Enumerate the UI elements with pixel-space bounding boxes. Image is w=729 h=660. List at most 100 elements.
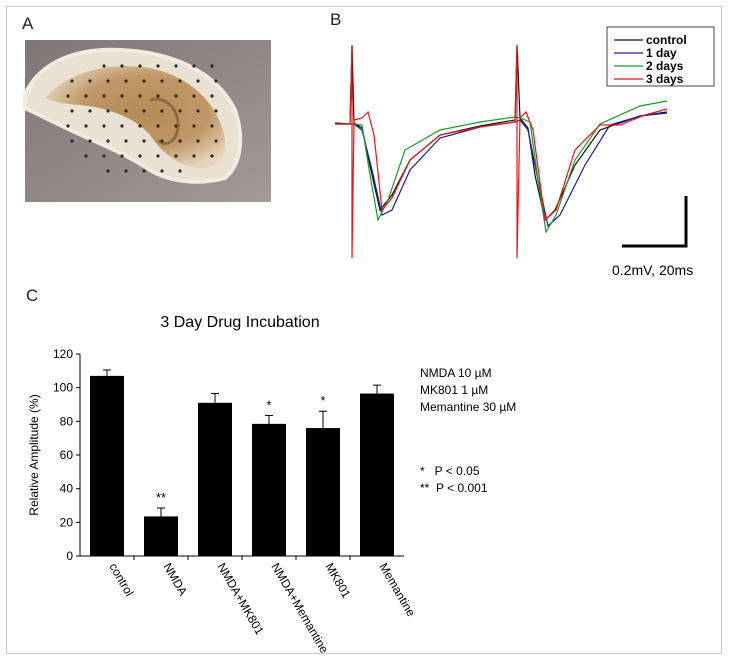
electrode-dot <box>106 169 110 173</box>
electrode-dot <box>66 124 70 128</box>
legend-label: control <box>646 33 687 47</box>
electrode-dot <box>192 154 196 158</box>
electrode-dot <box>120 124 124 128</box>
electrode-dot <box>102 94 106 98</box>
electrode-dot <box>142 169 146 173</box>
y-tick-label: 120 <box>53 347 73 361</box>
electrode-dot <box>192 94 196 98</box>
bar-nmda <box>144 516 178 556</box>
legend-label: 1 day <box>646 46 677 60</box>
significance-marker: * <box>320 393 325 408</box>
field-potential-traces <box>334 44 668 259</box>
trace-3-days <box>335 44 668 259</box>
y-tick-label: 20 <box>60 515 74 529</box>
electrode-dot <box>120 64 124 68</box>
panel-label-a: A <box>22 14 34 33</box>
electrode-dot <box>138 154 142 158</box>
concentration-notes: NMDA 10 µM MK801 1 µM Memantine 30 µM * … <box>420 366 516 495</box>
significance-marker: ** <box>156 490 166 505</box>
bar-nmda-mk801 <box>198 402 232 556</box>
electrode-dot <box>160 79 164 83</box>
electrode-dot <box>196 79 200 83</box>
electrode-dot <box>106 109 110 113</box>
x-tick-label: Memantine <box>376 561 418 620</box>
electrode-dot <box>174 94 178 98</box>
electrode-dot <box>156 94 160 98</box>
electrode-dot <box>178 139 182 143</box>
electrode-dot <box>210 124 214 128</box>
electrode-dot <box>102 64 106 68</box>
electrode-dot <box>124 79 128 83</box>
electrode-dot <box>88 139 92 143</box>
electrode-dot <box>88 79 92 83</box>
electrode-dot <box>174 154 178 158</box>
electrode-dot <box>120 94 124 98</box>
electrode-dot <box>160 109 164 113</box>
slice-micrograph <box>23 40 271 202</box>
electrode-dot <box>210 64 214 68</box>
electrode-dot <box>70 109 74 113</box>
electrode-dot <box>142 79 146 83</box>
electrode-dot <box>84 154 88 158</box>
electrode-dot <box>142 109 146 113</box>
legend-label: 3 days <box>646 72 684 86</box>
bar-control <box>90 375 124 556</box>
electrode-dot <box>84 94 88 98</box>
y-tick-label: 80 <box>60 414 74 428</box>
electrode-dot <box>102 154 106 158</box>
y-tick-label: 100 <box>53 381 73 395</box>
electrode-dot <box>138 124 142 128</box>
significance-marker: * <box>266 397 271 412</box>
y-tick-label: 40 <box>60 482 74 496</box>
electrode-dot <box>160 139 164 143</box>
electrode-dot <box>178 109 182 113</box>
figure-frame <box>6 6 722 654</box>
trace-2-days <box>335 100 668 234</box>
y-axis-label: Relative Amplitude (%) <box>27 394 41 515</box>
bar-chart: 3 Day Drug Incubation Relative Amplitude… <box>27 314 418 656</box>
electrode-dot <box>214 79 218 83</box>
panel-label-b: B <box>330 10 342 29</box>
electrode-dot <box>124 169 128 173</box>
electrode-dot <box>120 154 124 158</box>
electrode-dot <box>178 79 182 83</box>
electrode-dot <box>160 169 164 173</box>
x-tick-label: NMDA+Memantine <box>268 561 331 656</box>
note-p0001: ** P < 0.001 <box>420 481 488 495</box>
electrode-dot <box>142 139 146 143</box>
scale-bar: 0.2mV, 20ms <box>612 196 693 278</box>
x-tick-label: NMDA <box>160 561 190 599</box>
y-tick-label: 0 <box>66 549 73 563</box>
x-tick-label: NMDA+MK801 <box>214 561 266 638</box>
electrode-dot <box>84 124 88 128</box>
electrode-dot <box>156 64 160 68</box>
electrode-dot <box>210 154 214 158</box>
electrode-dot <box>70 79 74 83</box>
electrode-dot <box>178 169 182 173</box>
note-memantine: Memantine 30 µM <box>420 400 516 414</box>
electrode-dot <box>124 109 128 113</box>
panel-label-c: C <box>26 286 39 305</box>
note-mk801: MK801 1 µM <box>420 383 488 397</box>
x-tick-label: MK801 <box>322 561 353 601</box>
note-p005: * P < 0.05 <box>420 464 480 478</box>
chart-title: 3 Day Drug Incubation <box>160 314 319 331</box>
electrode-dot <box>106 79 110 83</box>
electrode-dot <box>124 139 128 143</box>
electrode-dot <box>66 94 70 98</box>
electrode-dot <box>70 139 74 143</box>
electrode-dot <box>214 139 218 143</box>
electrode-dot <box>174 64 178 68</box>
scale-bar-label: 0.2mV, 20ms <box>612 262 693 278</box>
electrode-dot <box>138 64 142 68</box>
bar-nmda-memantine <box>252 423 286 556</box>
electrode-dot <box>192 64 196 68</box>
electrode-dot <box>138 94 142 98</box>
electrode-dot <box>214 109 218 113</box>
electrode-dot <box>156 154 160 158</box>
x-tick-label: control <box>106 561 136 599</box>
electrode-dot <box>196 109 200 113</box>
